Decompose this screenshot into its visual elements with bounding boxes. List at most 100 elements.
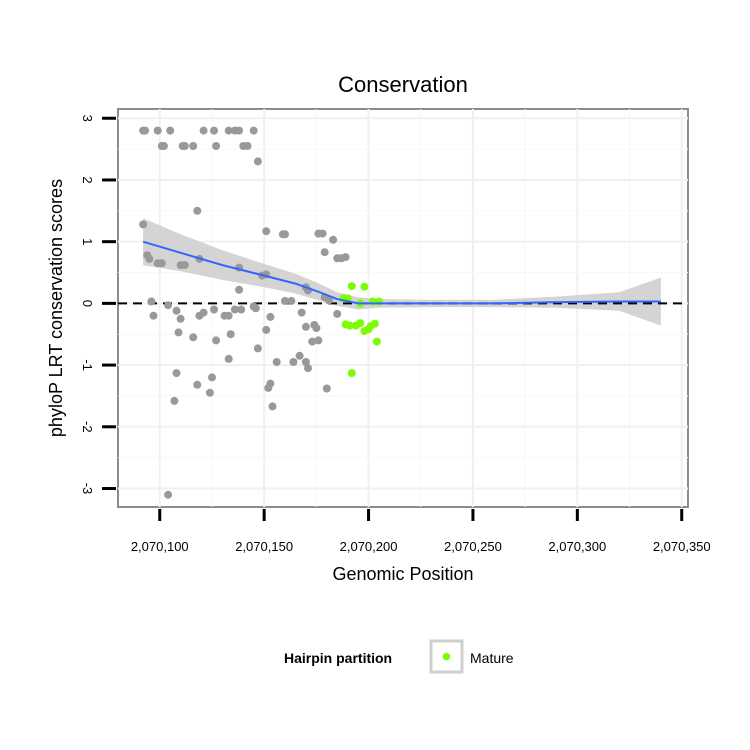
point-other bbox=[235, 126, 244, 135]
point-other bbox=[189, 142, 198, 150]
point-mature bbox=[370, 319, 379, 328]
point-other bbox=[212, 142, 221, 150]
legend-key-box bbox=[429, 639, 464, 674]
y-tick-label: -1 bbox=[80, 359, 95, 371]
point-other bbox=[304, 364, 312, 373]
y-tick-label: 3 bbox=[80, 115, 95, 122]
x-tick-label: 2,070,150 bbox=[235, 539, 293, 554]
point-other bbox=[208, 373, 216, 382]
point-other bbox=[157, 259, 166, 268]
point-other bbox=[281, 296, 289, 305]
y-axis: -3 -2 -1 0 1 2 3 bbox=[80, 115, 116, 495]
point-other bbox=[224, 311, 233, 320]
y-tick-label: -2 bbox=[80, 421, 95, 433]
point-other bbox=[295, 351, 304, 360]
point-other bbox=[243, 142, 252, 150]
point-other bbox=[189, 333, 198, 342]
point-other bbox=[226, 330, 235, 339]
point-other bbox=[212, 336, 221, 345]
point-other bbox=[147, 297, 156, 306]
y-axis-title: phyloP LRT conservation scores bbox=[46, 179, 66, 437]
point-other bbox=[251, 304, 260, 313]
point-other bbox=[341, 253, 350, 262]
point-other bbox=[210, 126, 218, 135]
point-other bbox=[224, 354, 233, 363]
point-other bbox=[141, 126, 150, 135]
point-other bbox=[149, 311, 158, 320]
point-mature bbox=[347, 369, 356, 378]
point-other bbox=[301, 358, 310, 366]
point-other bbox=[193, 380, 202, 389]
legend-label-mature: Mature bbox=[470, 650, 514, 666]
point-other bbox=[172, 369, 181, 378]
legend: Hairpin partition Mature bbox=[284, 639, 514, 674]
point-other bbox=[199, 308, 208, 317]
point-other bbox=[249, 126, 258, 135]
point-other bbox=[287, 296, 296, 305]
point-other bbox=[180, 142, 189, 150]
x-axis: 2,070,100 2,070,150 2,070,200 2,070,250 2,07… bbox=[131, 509, 711, 554]
point-other bbox=[266, 312, 275, 321]
point-other bbox=[289, 358, 298, 366]
confidence-band bbox=[143, 218, 661, 326]
point-other bbox=[333, 309, 342, 318]
point-other bbox=[205, 388, 214, 397]
smooth-line bbox=[142, 240, 661, 305]
point-other bbox=[253, 157, 262, 166]
point-other bbox=[210, 305, 218, 314]
point-mature bbox=[356, 319, 365, 328]
point-other bbox=[324, 296, 333, 305]
point-other bbox=[159, 142, 168, 150]
point-other bbox=[166, 126, 175, 135]
point-other bbox=[193, 206, 202, 215]
point-other bbox=[253, 344, 262, 353]
legend-key-mature bbox=[442, 652, 451, 661]
confidence-band-layer bbox=[143, 218, 661, 326]
point-other bbox=[262, 227, 271, 236]
point-other bbox=[172, 306, 181, 315]
point-other bbox=[297, 308, 306, 317]
point-other bbox=[320, 248, 329, 257]
y-tick-label: 2 bbox=[80, 176, 95, 183]
point-other bbox=[301, 322, 310, 331]
point-other bbox=[312, 324, 321, 333]
x-tick-label: 2,070,300 bbox=[548, 539, 606, 554]
point-other bbox=[266, 379, 275, 388]
point-other bbox=[329, 235, 338, 244]
point-other bbox=[237, 305, 246, 314]
x-tick-label: 2,070,200 bbox=[340, 539, 398, 554]
x-tick-label: 2,070,250 bbox=[444, 539, 502, 554]
point-mature bbox=[347, 282, 356, 291]
point-other bbox=[176, 314, 185, 323]
point-other bbox=[199, 126, 208, 135]
y-tick-label: 0 bbox=[80, 300, 95, 307]
point-other bbox=[174, 328, 183, 337]
y-tick-label: -3 bbox=[80, 483, 95, 495]
point-other bbox=[139, 220, 148, 229]
point-other bbox=[281, 230, 289, 239]
point-other bbox=[314, 336, 323, 345]
point-mature bbox=[360, 282, 369, 291]
point-other bbox=[164, 301, 173, 310]
smooth-line-layer bbox=[142, 240, 661, 305]
chart-title: Conservation bbox=[338, 72, 468, 97]
point-other bbox=[262, 325, 271, 334]
point-other bbox=[272, 358, 281, 366]
point-mature bbox=[345, 321, 354, 330]
legend-title: Hairpin partition bbox=[284, 650, 392, 666]
point-other bbox=[180, 261, 189, 270]
point-other bbox=[268, 402, 277, 411]
x-tick-label: 2,070,350 bbox=[653, 539, 711, 554]
point-other bbox=[322, 384, 331, 393]
point-other bbox=[170, 396, 179, 405]
point-other bbox=[308, 337, 317, 346]
y-tick-label: 1 bbox=[80, 238, 95, 245]
point-other bbox=[145, 254, 154, 263]
x-axis-title: Genomic Position bbox=[332, 564, 473, 584]
point-other bbox=[230, 305, 239, 314]
point-other bbox=[164, 490, 173, 499]
grid-lines bbox=[118, 109, 688, 507]
point-other bbox=[235, 285, 244, 294]
point-mature bbox=[372, 337, 381, 346]
